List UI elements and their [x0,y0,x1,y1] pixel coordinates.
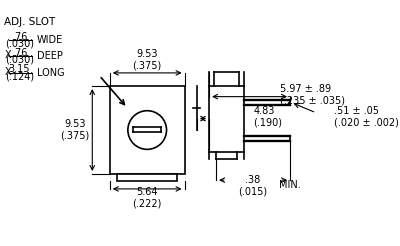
Text: .76: .76 [12,32,27,42]
Text: WIDE: WIDE [37,35,63,46]
Text: (.124): (.124) [5,71,34,81]
Text: (.030): (.030) [5,39,34,49]
Text: .51 ± .05
(.020 ± .002): .51 ± .05 (.020 ± .002) [334,106,399,127]
Text: .38
(.015): .38 (.015) [238,175,268,196]
Text: MIN.: MIN. [280,180,301,190]
Bar [110,86,184,174]
Text: 3.15: 3.15 [8,64,30,74]
Text: X: X [4,67,11,77]
Text: .76: .76 [12,48,27,58]
Text: 4.83
(.190): 4.83 (.190) [253,106,282,128]
Bar [117,174,177,181]
Text: DEEP: DEEP [37,51,63,61]
Text: 9.53
(.375): 9.53 (.375) [60,119,89,141]
Text: X: X [4,50,11,60]
Text: 5.64
(.222): 5.64 (.222) [132,187,162,209]
Text: (.030): (.030) [5,55,34,65]
Bar [209,86,244,152]
Text: 9.53
(.375): 9.53 (.375) [132,49,162,71]
Text: 5.97 ± .89
(.235 ± .035): 5.97 ± .89 (.235 ± .035) [280,84,345,106]
Text: ADJ. SLOT: ADJ. SLOT [4,17,56,27]
Text: LONG: LONG [37,68,64,78]
